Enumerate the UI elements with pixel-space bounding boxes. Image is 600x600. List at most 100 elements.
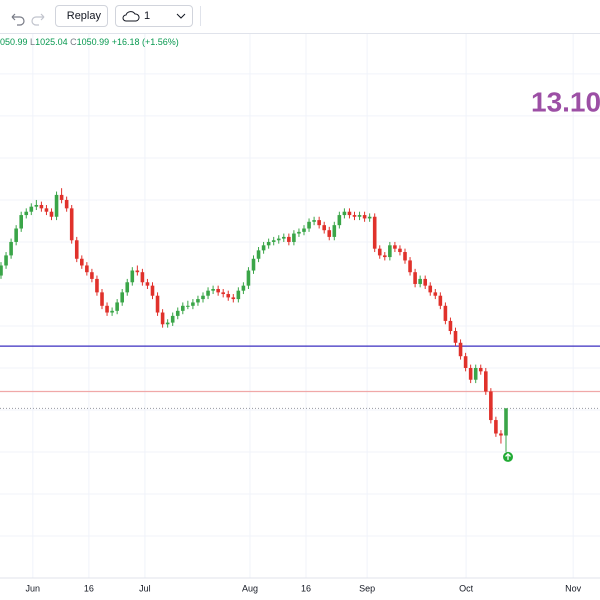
candle-body <box>307 221 311 229</box>
candle-body <box>4 255 8 266</box>
candle-body <box>105 305 109 313</box>
candle-body <box>241 285 246 291</box>
candle-body <box>266 241 271 246</box>
candle-body <box>155 295 160 313</box>
candle-body <box>443 305 448 321</box>
change-value: +16.18 (+1.56%) <box>111 37 179 47</box>
candle-body <box>261 245 266 251</box>
candle-body <box>357 215 362 217</box>
candle-body <box>342 211 347 216</box>
candle-body <box>160 312 165 325</box>
candle-body <box>478 367 483 372</box>
candle-body <box>221 292 225 295</box>
candle-body <box>211 289 215 291</box>
candle-body <box>292 233 296 242</box>
candle-body <box>463 356 468 368</box>
candle-body <box>504 408 508 436</box>
candle-body <box>44 208 49 212</box>
candle-body <box>337 215 342 226</box>
candle-body <box>216 289 220 293</box>
candle-body <box>489 391 493 421</box>
chevron <box>176 13 186 19</box>
close-label: C <box>70 37 77 47</box>
candle-body <box>100 292 104 306</box>
candle-body <box>438 295 443 306</box>
x-tick-label: Jun <box>26 583 41 593</box>
candle-body <box>317 220 321 226</box>
candle-body <box>69 208 74 241</box>
event-arrow <box>505 452 511 460</box>
replay-icon <box>62 11 63 21</box>
candle-body <box>54 194 59 217</box>
candle-body <box>367 216 372 219</box>
candle-body <box>74 240 79 259</box>
low-label: L <box>30 37 36 47</box>
candle-body <box>423 278 427 286</box>
candle-body <box>64 199 69 209</box>
candle-body <box>352 215 357 217</box>
candle-body <box>206 290 210 296</box>
candle-body <box>372 216 377 249</box>
candle-body <box>332 225 337 237</box>
candle-body <box>428 285 433 293</box>
replay-label: Replay <box>66 10 101 22</box>
candle-body <box>34 204 39 207</box>
candle-body <box>115 302 119 311</box>
candle-body <box>383 255 387 258</box>
candle-body <box>59 194 64 200</box>
candle-body <box>468 367 473 380</box>
x-tick-label: 16 <box>301 583 311 593</box>
candle-body <box>170 315 175 323</box>
candle-body <box>24 211 29 216</box>
candle-body <box>322 225 326 231</box>
candle-body <box>271 240 276 242</box>
candle-body <box>418 278 422 284</box>
candle-body <box>191 302 195 306</box>
candle-body <box>9 241 13 256</box>
candle-body <box>282 236 286 239</box>
candle-body <box>473 367 478 380</box>
candle-body <box>135 270 140 273</box>
candle-body <box>145 282 150 286</box>
x-tick-label: Oct <box>459 583 474 593</box>
x-tick-label: Nov <box>565 583 582 593</box>
x-tick-label: Jul <box>139 583 151 593</box>
separator <box>200 6 201 26</box>
candle-body <box>388 245 392 258</box>
candle-body <box>453 331 458 343</box>
candle-body <box>186 305 190 307</box>
candle-body <box>85 265 89 273</box>
candle-body <box>448 320 453 332</box>
candle-body <box>95 278 99 293</box>
candle-body <box>251 258 256 271</box>
candle-body <box>276 238 281 241</box>
replay-button[interactable]: Replay <box>55 5 108 27</box>
candle-body <box>327 230 332 237</box>
candle-body <box>484 371 488 392</box>
candle-body <box>499 433 503 436</box>
candle-body <box>39 204 44 209</box>
candle-body <box>302 228 306 232</box>
candle-body <box>49 211 54 217</box>
candle-body <box>393 245 397 249</box>
candle-body <box>433 292 438 296</box>
candle-body <box>196 299 200 303</box>
annotation: 13.10 <box>531 86 600 117</box>
candle-body <box>458 342 463 357</box>
candle-body <box>347 211 352 216</box>
x-tick-label: Sep <box>359 583 375 593</box>
candle-body <box>201 295 205 300</box>
candle-body <box>236 290 241 300</box>
interval-label: 1 <box>144 10 151 22</box>
close-value: 1050.99 <box>76 37 110 47</box>
candle-body <box>398 248 402 253</box>
x-tick-label: 16 <box>84 583 94 593</box>
interval-dropdown[interactable]: 1 <box>115 5 193 27</box>
candle-body <box>165 322 170 325</box>
candle-body <box>181 305 185 311</box>
candle-body <box>130 270 135 283</box>
undo-redo[interactable] <box>4 0 54 33</box>
candle-body <box>297 231 301 234</box>
